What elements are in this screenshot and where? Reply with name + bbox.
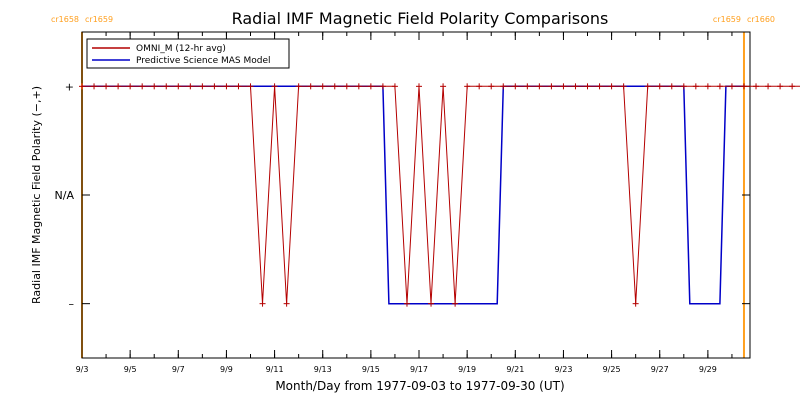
omni-point: [247, 83, 254, 90]
omni-point: [367, 83, 374, 90]
y-tick-label: –: [69, 298, 75, 311]
omni-point: [331, 83, 338, 90]
omni-point: [343, 83, 350, 90]
x-tick-label: 9/13: [314, 365, 332, 374]
x-tick-label: 9/9: [220, 365, 233, 374]
carrington-label-left: cr1658: [51, 15, 79, 24]
omni-point: [223, 83, 230, 90]
omni-point: [283, 300, 290, 307]
axes: 9/3 9/5 9/7 9/9 9/11 9/13 9/15 9/17 9/19 9/21 9/23…: [55, 32, 750, 374]
omni-series-line: [82, 85, 800, 304]
omni-point: [789, 83, 796, 90]
omni-point: [596, 83, 603, 90]
y-tick-label: +: [65, 80, 74, 93]
x-tick-label: 9/5: [124, 365, 137, 374]
omni-point: [500, 83, 507, 90]
x-tick-label: 9/23: [554, 365, 572, 374]
omni-point: [765, 83, 772, 90]
omni-point: [127, 83, 134, 90]
omni-point: [620, 83, 627, 90]
omni-point: [416, 83, 423, 90]
omni-point: [428, 300, 435, 307]
omni-point: [151, 83, 158, 90]
omni-point: [403, 300, 410, 307]
carrington-label-right: cr1659: [85, 15, 113, 24]
x-axis-label: Month/Day from 1977-09-03 to 1977-09-30 …: [275, 379, 564, 393]
omni-point: [163, 83, 170, 90]
omni-point: [656, 83, 663, 90]
omni-point: [379, 83, 386, 90]
x-tick-label: 9/29: [699, 365, 717, 374]
legend-box: [86, 38, 290, 69]
series-layer: [79, 83, 800, 307]
omni-point: [740, 83, 747, 90]
omni-point: [753, 83, 760, 90]
omni-point: [199, 83, 206, 90]
omni-point: [440, 83, 447, 90]
omni-point: [632, 300, 639, 307]
x-tick-label: 9/11: [266, 365, 284, 374]
omni-point: [91, 83, 98, 90]
legend: OMNI_M (12-hr avg) Predictive Science MA…: [86, 38, 290, 69]
x-tick-label: 9/19: [458, 365, 476, 374]
omni-point: [103, 83, 110, 90]
omni-point: [271, 83, 278, 90]
omni-point: [115, 83, 122, 90]
omni-point: [464, 83, 471, 90]
x-tick-label: 9/7: [172, 365, 185, 374]
omni-point: [777, 83, 784, 90]
omni-point: [704, 83, 711, 90]
omni-point: [584, 83, 591, 90]
omni-point: [716, 83, 723, 90]
omni-point: [644, 83, 651, 90]
omni-point: [175, 83, 182, 90]
plot-frame: [81, 31, 751, 359]
omni-point: [488, 83, 495, 90]
omni-point: [259, 300, 266, 307]
x-tick-label: 9/17: [410, 365, 428, 374]
omni-point: [476, 83, 483, 90]
x-tick-label: 9/27: [651, 365, 669, 374]
omni-point: [512, 83, 519, 90]
omni-point: [668, 83, 675, 90]
legend-label-model: Predictive Science MAS Model: [136, 56, 271, 66]
omni-point: [692, 83, 699, 90]
omni-point: [187, 83, 194, 90]
omni-point: [548, 83, 555, 90]
carrington-label-left: cr1659: [713, 15, 741, 24]
omni-point: [524, 83, 531, 90]
omni-point: [307, 83, 314, 90]
omni-point: [680, 83, 687, 90]
carrington-label-right: cr1660: [747, 15, 775, 24]
legend-label-omni: OMNI_M (12-hr avg): [136, 44, 226, 54]
omni-point: [572, 83, 579, 90]
y-axis-label: Radial IMF Magnetic Field Polarity (−,+): [30, 86, 43, 304]
omni-point: [295, 83, 302, 90]
y-tick-label: N/A: [55, 189, 75, 202]
omni-point: [560, 83, 567, 90]
omni-point: [79, 83, 85, 90]
x-tick-label: 9/21: [506, 365, 524, 374]
x-tick-label: 9/15: [362, 365, 380, 374]
chart-title: Radial IMF Magnetic Field Polarity Compa…: [232, 9, 609, 28]
omni-point: [608, 83, 615, 90]
omni-point: [536, 83, 543, 90]
omni-point: [319, 83, 326, 90]
omni-point: [728, 83, 735, 90]
x-tick-label: 9/3: [76, 365, 89, 374]
omni-point: [211, 83, 218, 90]
omni-point: [452, 300, 459, 307]
omni-point: [355, 83, 362, 90]
omni-point: [139, 83, 146, 90]
omni-point: [235, 83, 242, 90]
x-tick-label: 9/25: [603, 365, 621, 374]
omni-point: [391, 83, 398, 90]
